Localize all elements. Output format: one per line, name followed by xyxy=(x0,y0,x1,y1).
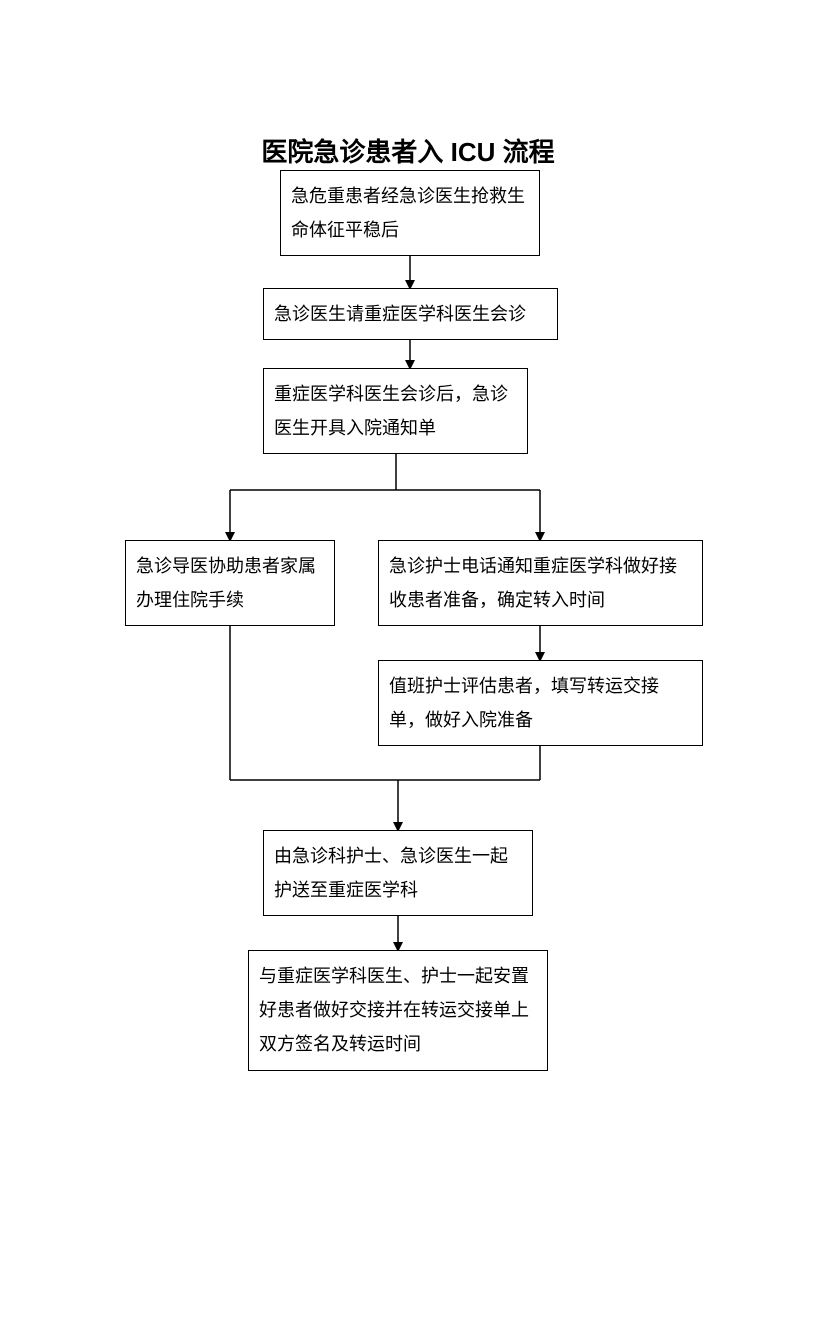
flowchart-node-n8: 与重症医学科医生、护士一起安置好患者做好交接并在转运交接单上双方签名及转运时间 xyxy=(248,950,548,1071)
flowchart-node-n4: 急诊导医协助患者家属办理住院手续 xyxy=(125,540,335,626)
flowchart-node-n5: 急诊护士电话通知重症医学科做好接收患者准备，确定转入时间 xyxy=(378,540,703,626)
flowchart-node-n2: 急诊医生请重症医学科医生会诊 xyxy=(263,288,558,340)
flowchart-node-n7: 由急诊科护士、急诊医生一起护送至重症医学科 xyxy=(263,830,533,916)
page-title: 医院急诊患者入 ICU 流程 xyxy=(0,132,816,169)
flowchart-node-n6: 值班护士评估患者，填写转运交接单，做好入院准备 xyxy=(378,660,703,746)
flowchart-node-n3: 重症医学科医生会诊后，急诊医生开具入院通知单 xyxy=(263,368,528,454)
flowchart-page: 医院急诊患者入 ICU 流程 急危重患者经急诊医生抢救生命体征平稳后急诊医生请重… xyxy=(0,0,816,1344)
flowchart-node-n1: 急危重患者经急诊医生抢救生命体征平稳后 xyxy=(280,170,540,256)
